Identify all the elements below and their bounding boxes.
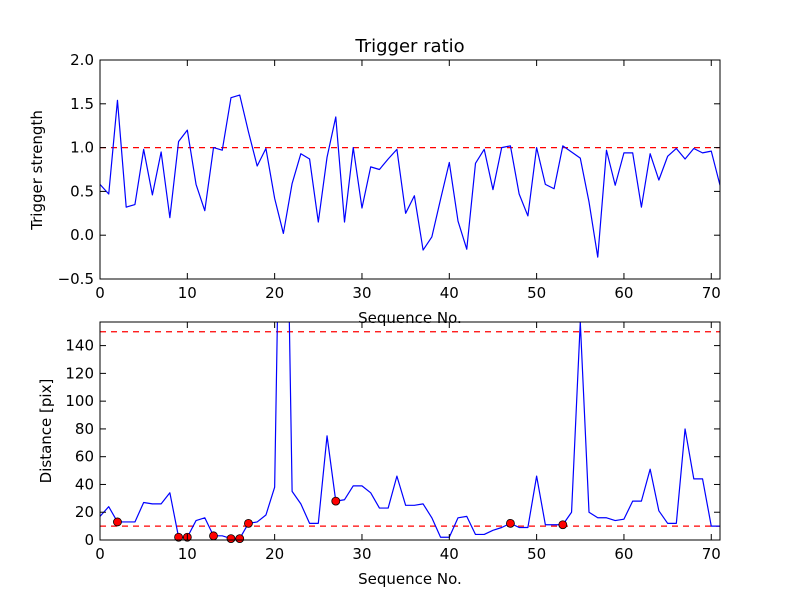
chart-title: Trigger ratio <box>354 36 464 57</box>
x-tick-label: 70 <box>702 284 721 302</box>
x-tick-label: 10 <box>178 284 197 302</box>
y-tick-label: 0 <box>84 531 94 549</box>
marker-point <box>209 531 218 541</box>
marker-point <box>558 520 568 530</box>
marker-point <box>331 496 341 506</box>
x-tick-label: 70 <box>702 545 721 563</box>
y-tick-label: 20 <box>75 503 94 521</box>
distance-series <box>100 322 720 540</box>
x-tick-label: 60 <box>614 284 633 302</box>
x-axis-label: Sequence No. <box>358 309 462 327</box>
x-tick-label: 60 <box>614 545 633 563</box>
x-tick-label: 20 <box>265 545 284 563</box>
x-tick-label: 20 <box>265 284 284 302</box>
x-tick-label: 0 <box>95 284 105 302</box>
y-tick-label: 60 <box>75 448 94 466</box>
marker-point <box>506 518 515 528</box>
marker-point <box>174 532 183 542</box>
y-tick-label: 100 <box>65 392 94 410</box>
y-tick-label: 1.0 <box>70 139 94 157</box>
x-tick-label: 50 <box>527 545 546 563</box>
y-axis-label: Distance [pix] <box>37 379 55 484</box>
x-tick-label: 30 <box>352 284 371 302</box>
x-axis-label: Sequence No. <box>358 570 462 588</box>
y-tick-label: −0.5 <box>58 270 94 288</box>
marker-point <box>244 518 253 528</box>
y-axis-label: Trigger strength <box>28 110 46 231</box>
y-tick-label: 0.0 <box>70 226 94 244</box>
series-line-0 <box>100 94 720 258</box>
y-tick-label: 120 <box>65 364 94 382</box>
y-tick-label: 1.5 <box>70 95 94 113</box>
y-tick-label: 0.5 <box>70 182 94 200</box>
y-tick-label: 2.0 <box>70 51 94 69</box>
x-tick-label: 10 <box>178 545 197 563</box>
y-axis-ticks: 0 20 40 60 80 100 120 140 <box>65 337 720 549</box>
y-tick-label: 140 <box>65 337 94 355</box>
plot-frame <box>99 59 721 280</box>
y-tick-label: 40 <box>75 475 94 493</box>
y-tick-label: 80 <box>75 420 94 438</box>
marker-point <box>226 534 236 544</box>
x-tick-label: 40 <box>440 545 459 563</box>
x-tick-label: 50 <box>527 284 546 302</box>
highlight-markers <box>113 496 568 544</box>
marker-point <box>113 517 122 527</box>
x-axis-ticks: 0 10 20 30 40 50 60 70 <box>95 322 721 563</box>
x-tick-label: 0 <box>95 545 105 563</box>
distance-chart: 0 10 20 30 40 50 60 70 0 20 40 60 80 100 120 140 Seque… <box>37 321 721 588</box>
threshold-lines <box>100 331 720 527</box>
y-axis-ticks: −0.5 0.0 0.5 1.0 1.5 2.0 <box>58 51 720 288</box>
series-line-0 <box>100 322 720 540</box>
marker-point <box>235 534 245 544</box>
x-axis-ticks: 0 10 20 30 40 50 60 70 <box>95 60 721 302</box>
x-tick-label: 40 <box>440 284 459 302</box>
plot-frame <box>99 321 721 541</box>
trigger-strength-series <box>100 94 720 258</box>
x-tick-label: 30 <box>352 545 371 563</box>
